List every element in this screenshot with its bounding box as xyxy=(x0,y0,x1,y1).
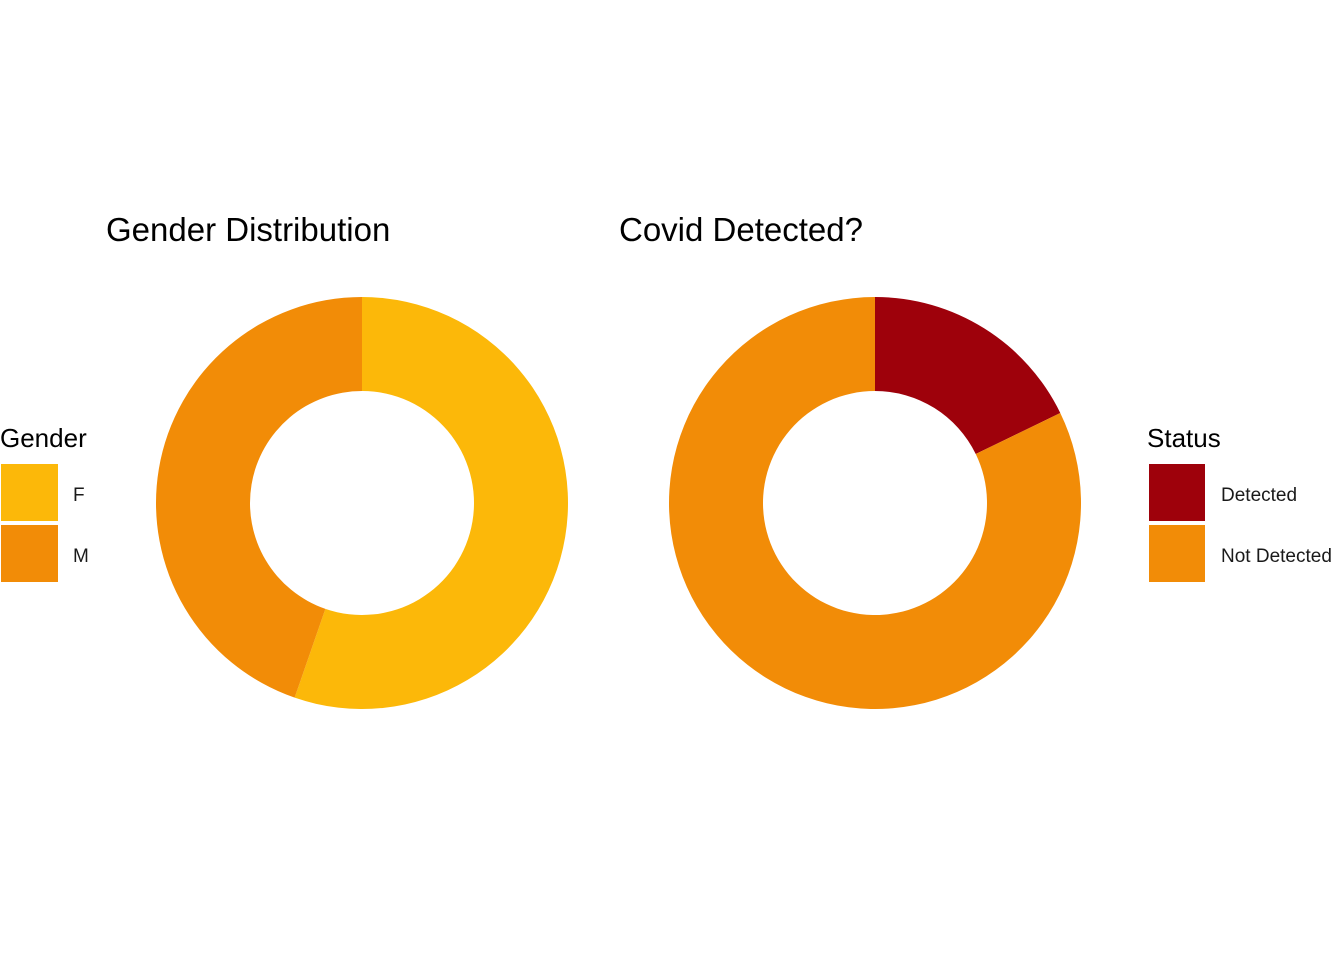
legend-key-f xyxy=(1,464,58,521)
legend-key-not-detected xyxy=(1149,525,1205,582)
legend-label-not-detected: Not Detected xyxy=(1221,546,1332,567)
gender-donut xyxy=(156,297,568,709)
legend-label-m: M xyxy=(73,546,89,567)
gender-chart: Gender Distribution Gender F M xyxy=(0,211,568,709)
legend-title-gender: Gender xyxy=(0,423,87,453)
covid-legend: Status Detected Not Detected xyxy=(1147,423,1332,582)
chart-title-gender: Gender Distribution xyxy=(106,211,390,248)
chart-title-covid: Covid Detected? xyxy=(619,211,863,248)
covid-chart: Covid Detected? Status Detected Not Dete… xyxy=(619,211,1332,709)
slice-detected xyxy=(875,297,1061,455)
legend-key-detected xyxy=(1149,464,1205,521)
legend-title-status: Status xyxy=(1147,423,1221,453)
legend-label-f: F xyxy=(73,485,85,506)
gender-legend: Gender F M xyxy=(0,423,89,582)
legend-key-m xyxy=(1,525,58,582)
slice-m xyxy=(156,297,362,698)
legend-label-detected: Detected xyxy=(1221,485,1297,506)
covid-donut xyxy=(668,297,1081,709)
slice-f xyxy=(294,297,568,709)
slice-not-detected xyxy=(668,297,1081,709)
